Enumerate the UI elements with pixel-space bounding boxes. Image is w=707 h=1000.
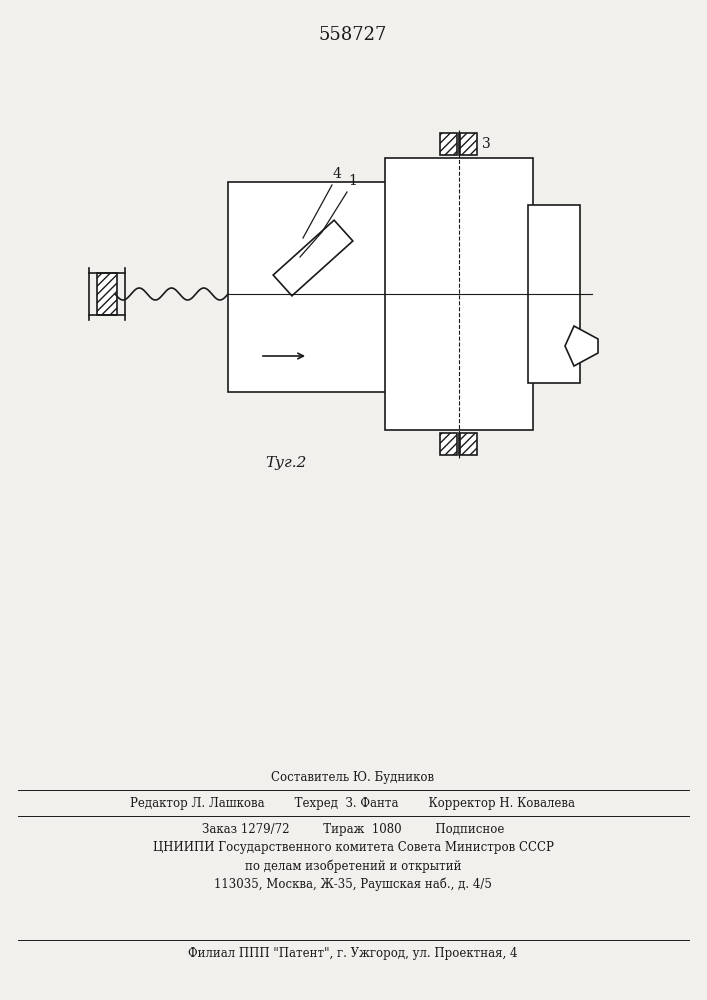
Polygon shape <box>565 326 598 366</box>
Bar <box>460 433 477 455</box>
Text: 113035, Москва, Ж-35, Раушская наб., д. 4/5: 113035, Москва, Ж-35, Раушская наб., д. … <box>214 877 492 891</box>
Bar <box>440 433 457 455</box>
Polygon shape <box>273 220 353 296</box>
Bar <box>228 182 413 392</box>
Text: 4: 4 <box>333 167 342 181</box>
Text: Составитель Ю. Будников: Составитель Ю. Будников <box>271 770 435 784</box>
Text: Филиал ППП "Патент", г. Ужгород, ул. Проектная, 4: Филиал ППП "Патент", г. Ужгород, ул. Про… <box>188 948 518 960</box>
Bar <box>528 205 580 383</box>
Bar <box>460 133 477 155</box>
Bar <box>460 133 477 155</box>
Text: 3: 3 <box>482 137 491 151</box>
Bar <box>385 158 533 430</box>
Bar <box>97 273 117 315</box>
Text: Редактор Л. Лашкова        Техред  З. Фанта        Корректор Н. Ковалева: Редактор Л. Лашкова Техред З. Фанта Корр… <box>131 796 575 810</box>
Text: Τуг.2: Τуг.2 <box>265 456 307 470</box>
Text: Заказ 1279/72         Тираж  1080         Подписное: Заказ 1279/72 Тираж 1080 Подписное <box>201 824 504 836</box>
Text: ЦНИИПИ Государственного комитета Совета Министров СССР: ЦНИИПИ Государственного комитета Совета … <box>153 842 554 854</box>
Text: по делам изобретений и открытий: по делам изобретений и открытий <box>245 859 461 873</box>
Bar <box>97 273 117 315</box>
Bar <box>460 433 477 455</box>
Bar <box>440 433 457 455</box>
Bar <box>440 133 457 155</box>
Text: 1: 1 <box>348 174 357 188</box>
Bar <box>440 133 457 155</box>
Text: 558727: 558727 <box>319 26 387 44</box>
